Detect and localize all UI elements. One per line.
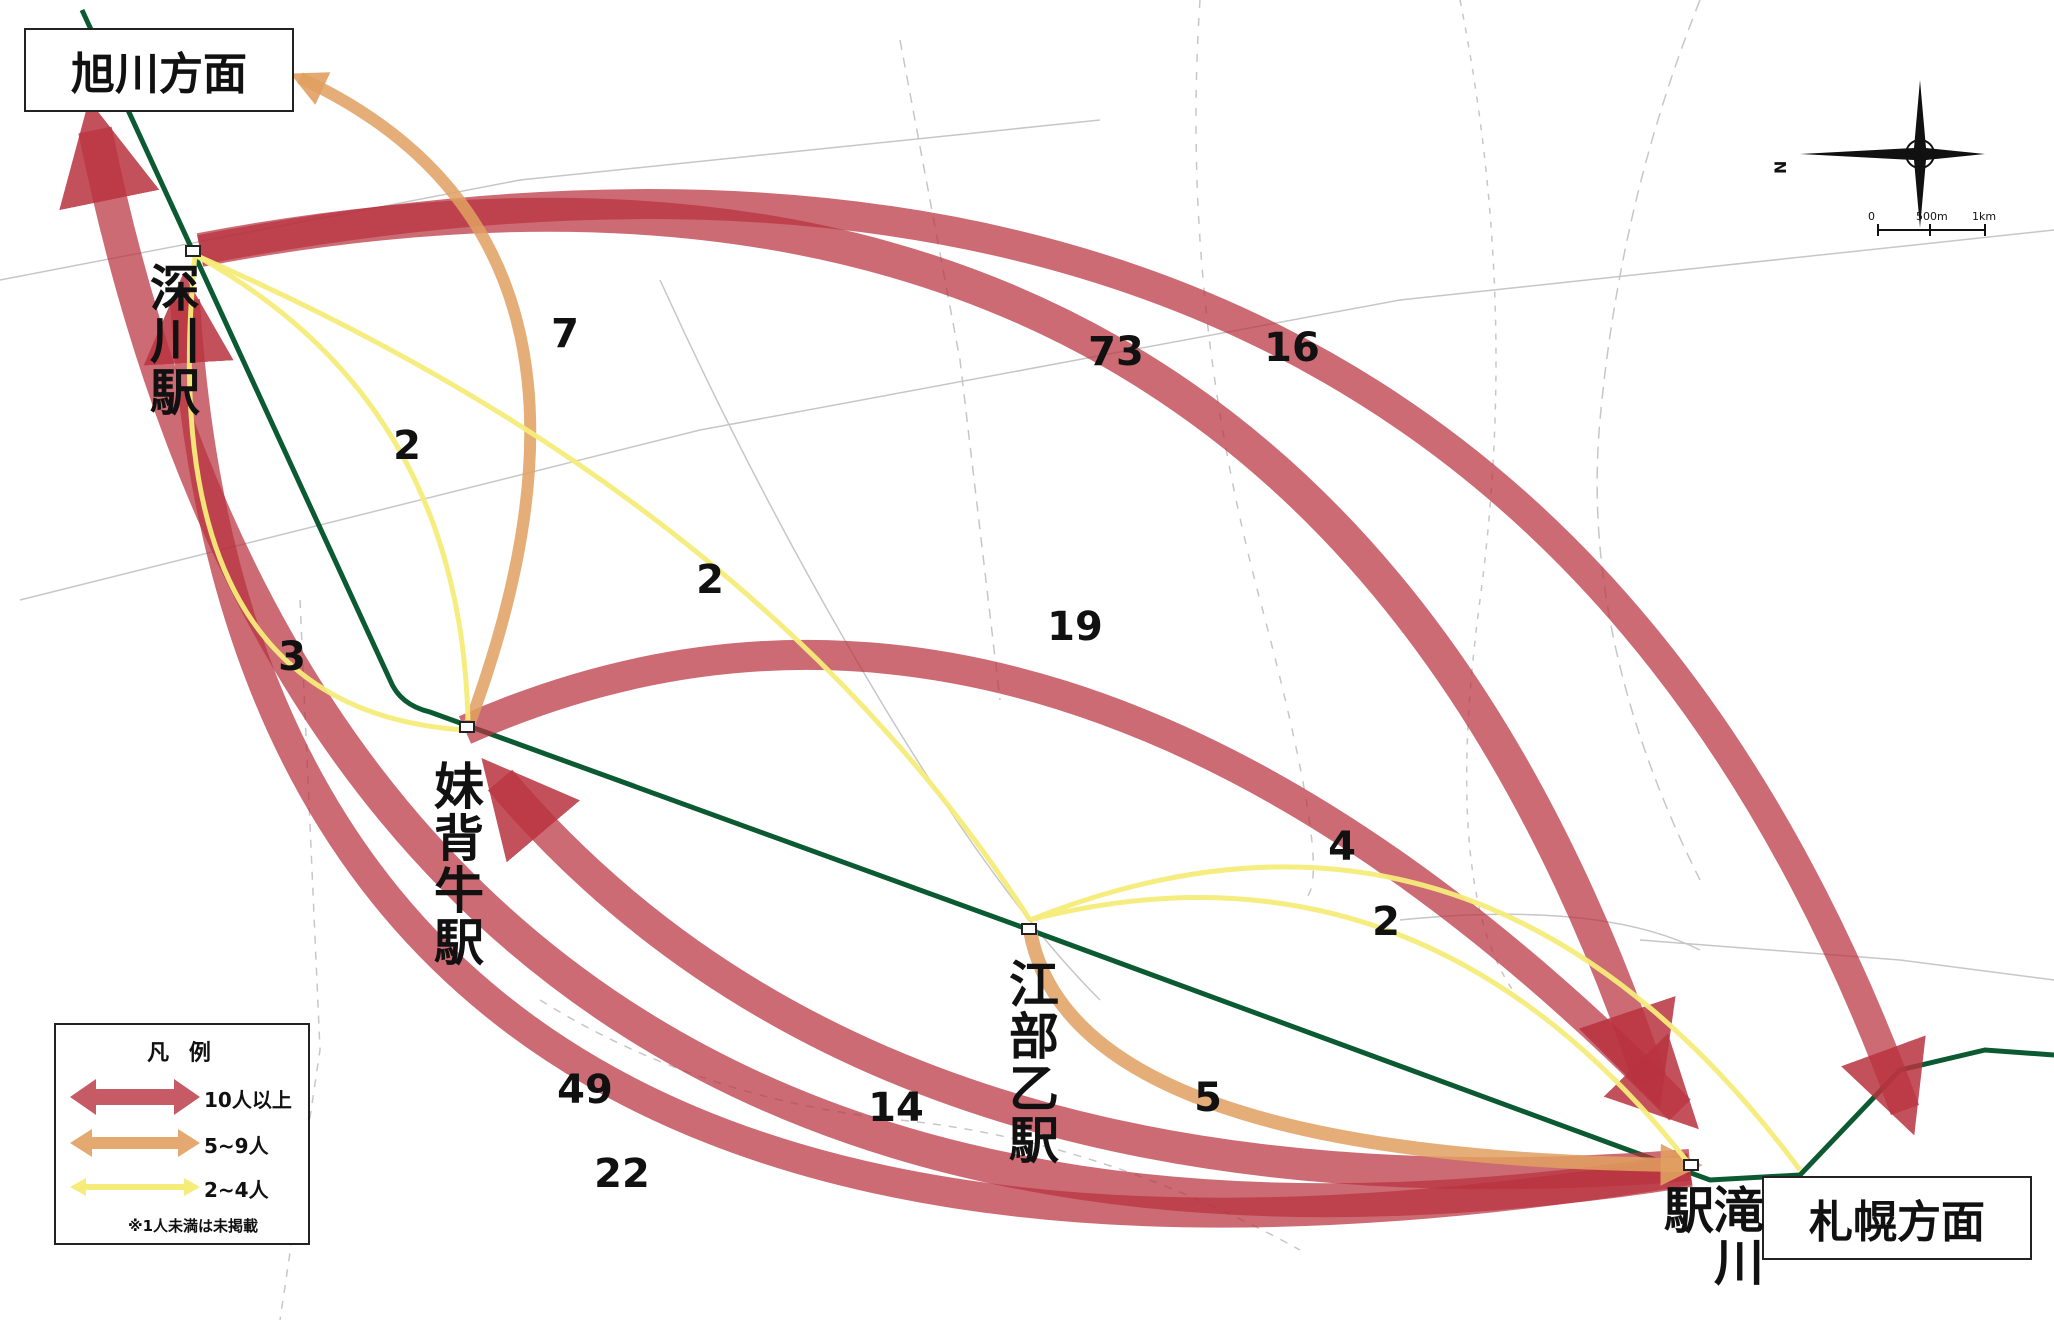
north-label: N bbox=[1771, 161, 1790, 174]
legend-label-medium: 5~9人 bbox=[204, 1134, 269, 1158]
flow-count-16: 16 bbox=[1264, 325, 1320, 371]
flow-count-2-c: 2 bbox=[1372, 899, 1400, 945]
flow-5 bbox=[1023, 928, 1703, 1186]
legend-note: ※1人未満は未掲載 bbox=[128, 1217, 259, 1235]
legend: 凡 例 10人以上 5~9人 2~4人 ※1人未満は未掲載 bbox=[54, 1023, 310, 1245]
flow-22 bbox=[143, 273, 1693, 1228]
fukagawa-station-label: 深川駅 bbox=[142, 262, 200, 418]
flow-4 bbox=[1029, 864, 1803, 1172]
flow-count-19: 19 bbox=[1047, 604, 1103, 650]
flow-2-b bbox=[194, 252, 1033, 922]
compass-rose: N 0 500m 1km bbox=[1771, 80, 1996, 236]
legend-row-minor: 2~4人 bbox=[56, 1167, 308, 1207]
flow-count-3: 3 bbox=[278, 634, 306, 680]
flow-19 bbox=[458, 639, 1699, 1130]
takikawa-station-label: 滝川駅 bbox=[1656, 1184, 1764, 1288]
takikawa-marker bbox=[1683, 1159, 1699, 1171]
moseushi-station-label: 妹背牛駅 bbox=[426, 760, 484, 968]
flow-2-c bbox=[1029, 895, 1692, 1167]
ebeotsu-marker bbox=[1021, 923, 1037, 935]
flows-major bbox=[59, 100, 1926, 1228]
flow-count-5: 5 bbox=[1194, 1075, 1222, 1121]
flows-minor bbox=[186, 252, 1803, 1172]
legend-label-minor: 2~4人 bbox=[204, 1178, 269, 1202]
legend-title: 凡 例 bbox=[147, 1041, 217, 1066]
railway-line bbox=[79, 8, 2054, 1183]
flow-count-73: 73 bbox=[1088, 329, 1144, 375]
flow-14 bbox=[481, 758, 1692, 1190]
legend-row-medium: 5~9人 bbox=[56, 1123, 308, 1163]
medium-arrow-icon bbox=[70, 1129, 200, 1157]
sapporo-direction-box: 札幌方面 bbox=[1762, 1176, 2032, 1260]
asahikawa-direction-box: 旭川方面 bbox=[24, 28, 294, 112]
flow-count-2-a: 2 bbox=[393, 423, 421, 469]
flow-count-2-b: 2 bbox=[696, 557, 724, 603]
scale-label-1km: 1km bbox=[1972, 210, 1996, 223]
flow-count-4: 4 bbox=[1328, 824, 1356, 870]
flows-medium bbox=[290, 72, 1703, 1186]
scale-label-0: 0 bbox=[1868, 210, 1875, 223]
flow-2-a bbox=[193, 252, 471, 721]
major-arrow-icon bbox=[70, 1079, 200, 1115]
compass-star-icon bbox=[1800, 80, 1985, 228]
flow-7 bbox=[290, 72, 537, 731]
sapporo-direction-label: 札幌方面 bbox=[1809, 1197, 1985, 1248]
legend-label-major: 10人以上 bbox=[204, 1088, 292, 1112]
asahikawa-direction-label: 旭川方面 bbox=[71, 49, 247, 100]
flow-count-22: 22 bbox=[594, 1151, 650, 1197]
scale-label-500m: 500m bbox=[1916, 210, 1948, 223]
legend-row-major: 10人以上 bbox=[56, 1077, 308, 1117]
station-markers bbox=[185, 245, 1699, 1171]
flow-count-49: 49 bbox=[557, 1067, 613, 1113]
flow-count-7: 7 bbox=[551, 311, 579, 357]
flow-3 bbox=[186, 254, 466, 733]
flow-count-14: 14 bbox=[868, 1085, 924, 1131]
ebeotsu-station-label: 江部乙駅 bbox=[1001, 958, 1059, 1166]
fukagawa-marker bbox=[185, 245, 201, 257]
flow-16 bbox=[197, 189, 1926, 1136]
minor-arrow-icon bbox=[70, 1178, 200, 1196]
moseushi-marker bbox=[459, 721, 475, 733]
